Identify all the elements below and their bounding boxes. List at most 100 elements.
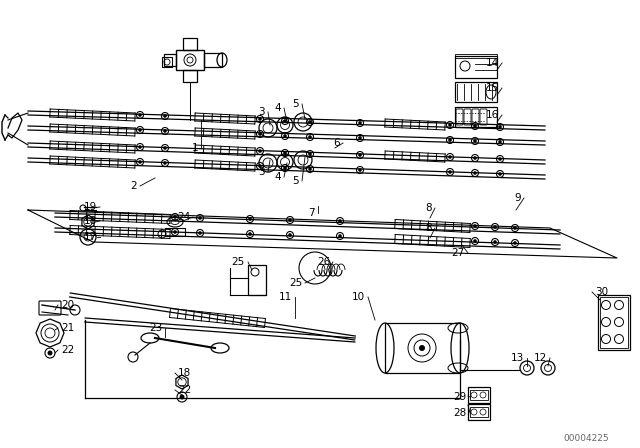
Text: 21: 21	[61, 323, 74, 333]
Circle shape	[308, 168, 312, 171]
Text: 25: 25	[232, 257, 245, 267]
Text: 25: 25	[289, 278, 302, 288]
Circle shape	[163, 114, 166, 117]
Text: 11: 11	[279, 292, 292, 302]
Circle shape	[358, 153, 362, 156]
Circle shape	[198, 232, 202, 235]
Circle shape	[284, 134, 287, 138]
Circle shape	[449, 124, 452, 127]
Circle shape	[499, 125, 502, 129]
Bar	[455, 54, 497, 58]
Bar	[600, 297, 628, 348]
Circle shape	[284, 166, 287, 170]
Text: 13: 13	[511, 353, 524, 363]
Text: 5: 5	[292, 99, 299, 109]
Circle shape	[449, 155, 452, 159]
Bar	[470, 390, 488, 400]
Bar	[598, 295, 630, 350]
Circle shape	[499, 172, 502, 176]
Circle shape	[163, 129, 166, 133]
Bar	[162, 57, 172, 67]
Text: 10: 10	[352, 292, 365, 302]
Circle shape	[358, 168, 362, 172]
Bar	[164, 54, 176, 66]
Bar	[183, 70, 197, 82]
Circle shape	[474, 224, 477, 228]
Circle shape	[493, 241, 497, 244]
Bar	[176, 50, 204, 70]
Circle shape	[259, 133, 262, 136]
Bar	[248, 265, 266, 295]
Text: 4: 4	[275, 172, 281, 182]
Circle shape	[358, 137, 362, 140]
Text: 26: 26	[317, 257, 330, 267]
Text: 8: 8	[426, 203, 432, 213]
Text: 22: 22	[178, 385, 191, 395]
Bar	[455, 82, 497, 102]
Text: 28: 28	[454, 408, 467, 418]
Circle shape	[198, 216, 202, 220]
Circle shape	[419, 345, 425, 351]
Text: 3: 3	[259, 167, 265, 177]
Text: 15: 15	[486, 83, 499, 93]
Text: 9: 9	[515, 193, 521, 203]
Text: 12: 12	[534, 353, 547, 363]
Circle shape	[138, 160, 141, 164]
Text: 3: 3	[259, 107, 265, 117]
Text: 18: 18	[178, 368, 191, 378]
Circle shape	[163, 146, 166, 150]
Text: 24: 24	[177, 212, 190, 222]
Text: 17: 17	[84, 232, 97, 242]
Text: 6: 6	[333, 138, 340, 148]
Circle shape	[259, 150, 262, 153]
Text: 18: 18	[84, 216, 97, 226]
Circle shape	[179, 395, 184, 400]
Circle shape	[289, 233, 292, 237]
Text: 30: 30	[595, 287, 608, 297]
Bar	[183, 38, 197, 50]
Bar	[455, 107, 497, 127]
Circle shape	[308, 152, 312, 155]
Circle shape	[284, 151, 287, 155]
Circle shape	[513, 241, 516, 245]
Circle shape	[248, 233, 252, 236]
Text: 8: 8	[426, 223, 432, 233]
Circle shape	[138, 113, 141, 116]
Bar	[455, 56, 497, 78]
Circle shape	[499, 157, 502, 160]
Circle shape	[493, 225, 497, 228]
Circle shape	[259, 117, 262, 121]
Circle shape	[163, 161, 166, 164]
Text: 22: 22	[61, 345, 74, 355]
Bar	[468, 387, 490, 403]
Text: 00004225: 00004225	[563, 434, 609, 443]
Circle shape	[47, 350, 52, 356]
Circle shape	[358, 121, 362, 125]
Text: 4: 4	[275, 103, 281, 113]
Circle shape	[449, 138, 452, 142]
Text: 23: 23	[148, 323, 162, 333]
Circle shape	[513, 226, 516, 229]
Circle shape	[289, 219, 292, 222]
Circle shape	[248, 217, 252, 220]
Circle shape	[474, 172, 477, 175]
Text: 1: 1	[191, 143, 198, 153]
Text: 16: 16	[486, 110, 499, 120]
Circle shape	[284, 120, 287, 123]
Text: 19: 19	[84, 202, 97, 212]
Circle shape	[474, 125, 477, 128]
Circle shape	[339, 220, 342, 223]
Circle shape	[339, 234, 342, 237]
Circle shape	[474, 239, 477, 242]
Bar	[165, 228, 185, 236]
Circle shape	[138, 129, 141, 132]
Text: 14: 14	[486, 58, 499, 68]
Circle shape	[474, 139, 477, 142]
Bar	[468, 404, 490, 420]
Circle shape	[449, 170, 452, 173]
Circle shape	[308, 121, 312, 124]
Circle shape	[308, 135, 312, 138]
Text: 2: 2	[131, 181, 137, 191]
Circle shape	[173, 230, 177, 233]
Circle shape	[173, 215, 177, 219]
